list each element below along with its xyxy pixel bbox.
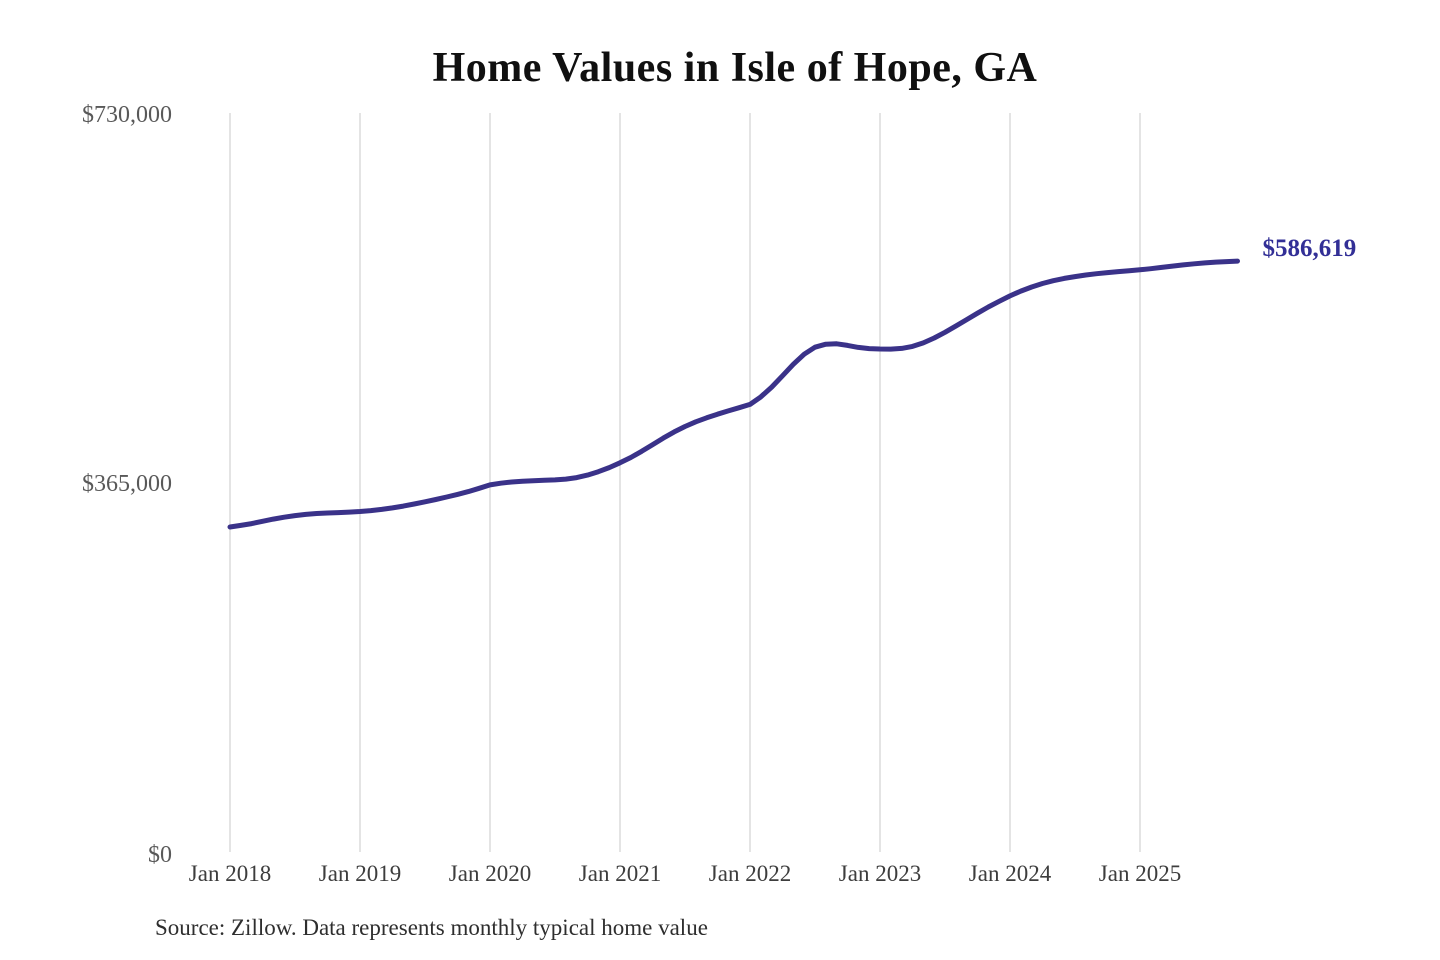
y-tick-label-mid: $365,000 [82, 471, 172, 497]
x-tick-label: Jan 2024 [968, 861, 1052, 886]
chart-title: Home Values in Isle of Hope, GA [432, 45, 1038, 91]
x-tick-label: Jan 2025 [1098, 861, 1182, 886]
y-tick-label-zero: $0 [148, 842, 172, 868]
home-value-line [227, 258, 1240, 530]
latest-value-label: $586,619 [1262, 235, 1357, 263]
x-tick-label: Jan 2019 [318, 861, 402, 886]
y-tick-label-max: $730,000 [82, 102, 172, 128]
year-gridlines [229, 113, 1141, 852]
source-note: Source: Zillow. Data represents monthly … [155, 915, 708, 940]
x-tick-label: Jan 2021 [578, 861, 662, 886]
x-tick-label: Jan 2022 [708, 861, 792, 886]
x-tick-label: Jan 2018 [188, 861, 272, 886]
x-tick-label: Jan 2020 [448, 861, 532, 886]
x-tick-label: Jan 2023 [838, 861, 922, 886]
